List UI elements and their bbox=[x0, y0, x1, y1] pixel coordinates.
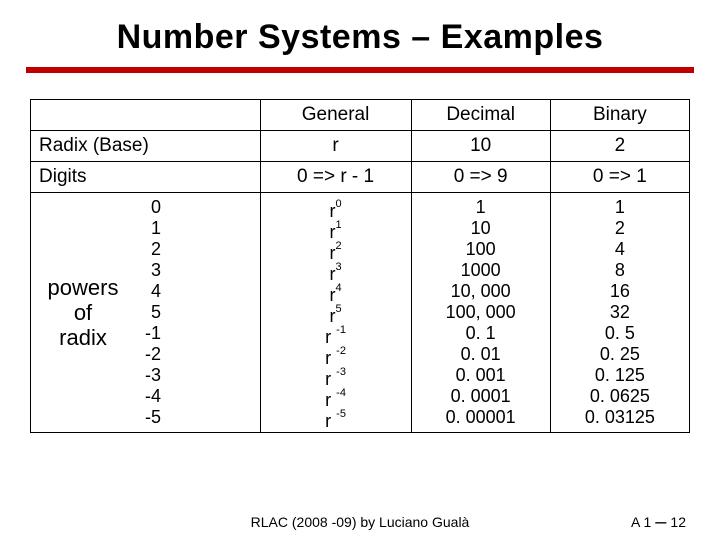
powers-general-item: r -4 bbox=[267, 386, 405, 407]
powers-index: 5 bbox=[127, 302, 161, 323]
powers-general-item: r5 bbox=[267, 302, 405, 323]
powers-label-l3: radix bbox=[59, 325, 107, 350]
cell-powers-label: powers of radix 012345-1-2-3-4-5 bbox=[31, 193, 261, 433]
powers-binary-item: 0. 03125 bbox=[557, 407, 683, 428]
powers-label-l1: powers bbox=[48, 275, 119, 300]
powers-binary-item: 8 bbox=[557, 260, 683, 281]
cell-digits-decimal: 0 => 9 bbox=[411, 162, 550, 193]
cell-radix-binary: 2 bbox=[550, 131, 689, 162]
powers-decimal-item: 0. 01 bbox=[418, 344, 544, 365]
powers-general-list: r0r1r2r3r4r5r -1r -2r -3r -4r -5 bbox=[267, 197, 405, 428]
powers-index: -4 bbox=[127, 386, 161, 407]
cell-radix-decimal: 10 bbox=[411, 131, 550, 162]
powers-index: 4 bbox=[127, 281, 161, 302]
powers-label-text: powers of radix bbox=[39, 275, 127, 351]
powers-index: -3 bbox=[127, 365, 161, 386]
powers-binary-item: 0. 5 bbox=[557, 323, 683, 344]
row-powers: powers of radix 012345-1-2-3-4-5 r0r1r2r… bbox=[31, 193, 690, 433]
powers-index: 1 bbox=[127, 218, 161, 239]
header-general: General bbox=[260, 100, 411, 131]
footer-separator: – bbox=[655, 515, 666, 529]
powers-general-item: r -1 bbox=[267, 323, 405, 344]
powers-binary-item: 16 bbox=[557, 281, 683, 302]
page-title: Number Systems – Examples bbox=[26, 18, 694, 57]
powers-binary-item: 0. 125 bbox=[557, 365, 683, 386]
powers-general-item: r0 bbox=[267, 197, 405, 218]
powers-binary-list: 124816320. 50. 250. 1250. 06250. 03125 bbox=[557, 197, 683, 428]
footer-number: 12 bbox=[670, 514, 686, 530]
powers-binary-item: 4 bbox=[557, 239, 683, 260]
powers-decimal-item: 1 bbox=[418, 197, 544, 218]
powers-binary-item: 0. 0625 bbox=[557, 386, 683, 407]
powers-index: -2 bbox=[127, 344, 161, 365]
cell-digits-binary: 0 => 1 bbox=[550, 162, 689, 193]
powers-decimal-item: 10, 000 bbox=[418, 281, 544, 302]
cell-digits-general: 0 => r - 1 bbox=[260, 162, 411, 193]
cell-digits-label: Digits bbox=[31, 162, 261, 193]
powers-general-item: r2 bbox=[267, 239, 405, 260]
slide: Number Systems – Examples General Decima… bbox=[0, 0, 720, 540]
powers-decimal-item: 0. 00001 bbox=[418, 407, 544, 428]
powers-general-item: r1 bbox=[267, 218, 405, 239]
cell-powers-decimal: 110100100010, 000100, 0000. 10. 010. 001… bbox=[411, 193, 550, 433]
powers-index: 3 bbox=[127, 260, 161, 281]
powers-general-item: r4 bbox=[267, 281, 405, 302]
header-blank bbox=[31, 100, 261, 131]
footer: RLAC (2008 -09) by Luciano Gualà bbox=[0, 514, 720, 530]
cell-radix-general: r bbox=[260, 131, 411, 162]
header-binary: Binary bbox=[550, 100, 689, 131]
powers-decimal-item: 10 bbox=[418, 218, 544, 239]
powers-general-item: r -3 bbox=[267, 365, 405, 386]
header-decimal: Decimal bbox=[411, 100, 550, 131]
powers-binary-item: 0. 25 bbox=[557, 344, 683, 365]
row-digits: Digits 0 => r - 1 0 => 9 0 => 1 bbox=[31, 162, 690, 193]
powers-binary-item: 2 bbox=[557, 218, 683, 239]
powers-index: 2 bbox=[127, 239, 161, 260]
powers-binary-item: 1 bbox=[557, 197, 683, 218]
powers-label-l2: of bbox=[74, 300, 92, 325]
title-rule bbox=[26, 67, 694, 73]
powers-index-column: 012345-1-2-3-4-5 bbox=[127, 197, 161, 428]
powers-decimal-item: 1000 bbox=[418, 260, 544, 281]
powers-decimal-item: 0. 0001 bbox=[418, 386, 544, 407]
cell-radix-label: Radix (Base) bbox=[31, 131, 261, 162]
powers-general-item: r -5 bbox=[267, 407, 405, 428]
footer-pagenum: A 1 – 12 bbox=[631, 514, 686, 530]
header-row: General Decimal Binary bbox=[31, 100, 690, 131]
powers-decimal-list: 110100100010, 000100, 0000. 10. 010. 001… bbox=[418, 197, 544, 428]
powers-index: -1 bbox=[127, 323, 161, 344]
powers-general-item: r3 bbox=[267, 260, 405, 281]
footer-prefix: A 1 bbox=[631, 514, 651, 530]
footer-credit: RLAC (2008 -09) by Luciano Gualà bbox=[0, 514, 720, 530]
powers-decimal-item: 100, 000 bbox=[418, 302, 544, 323]
powers-index: -5 bbox=[127, 407, 161, 428]
powers-decimal-item: 0. 001 bbox=[418, 365, 544, 386]
cell-powers-general: r0r1r2r3r4r5r -1r -2r -3r -4r -5 bbox=[260, 193, 411, 433]
powers-decimal-item: 0. 1 bbox=[418, 323, 544, 344]
powers-index: 0 bbox=[127, 197, 161, 218]
powers-general-item: r -2 bbox=[267, 344, 405, 365]
number-systems-table: General Decimal Binary Radix (Base) r 10… bbox=[30, 99, 690, 433]
powers-binary-item: 32 bbox=[557, 302, 683, 323]
powers-decimal-item: 100 bbox=[418, 239, 544, 260]
cell-powers-binary: 124816320. 50. 250. 1250. 06250. 03125 bbox=[550, 193, 689, 433]
row-radix: Radix (Base) r 10 2 bbox=[31, 131, 690, 162]
